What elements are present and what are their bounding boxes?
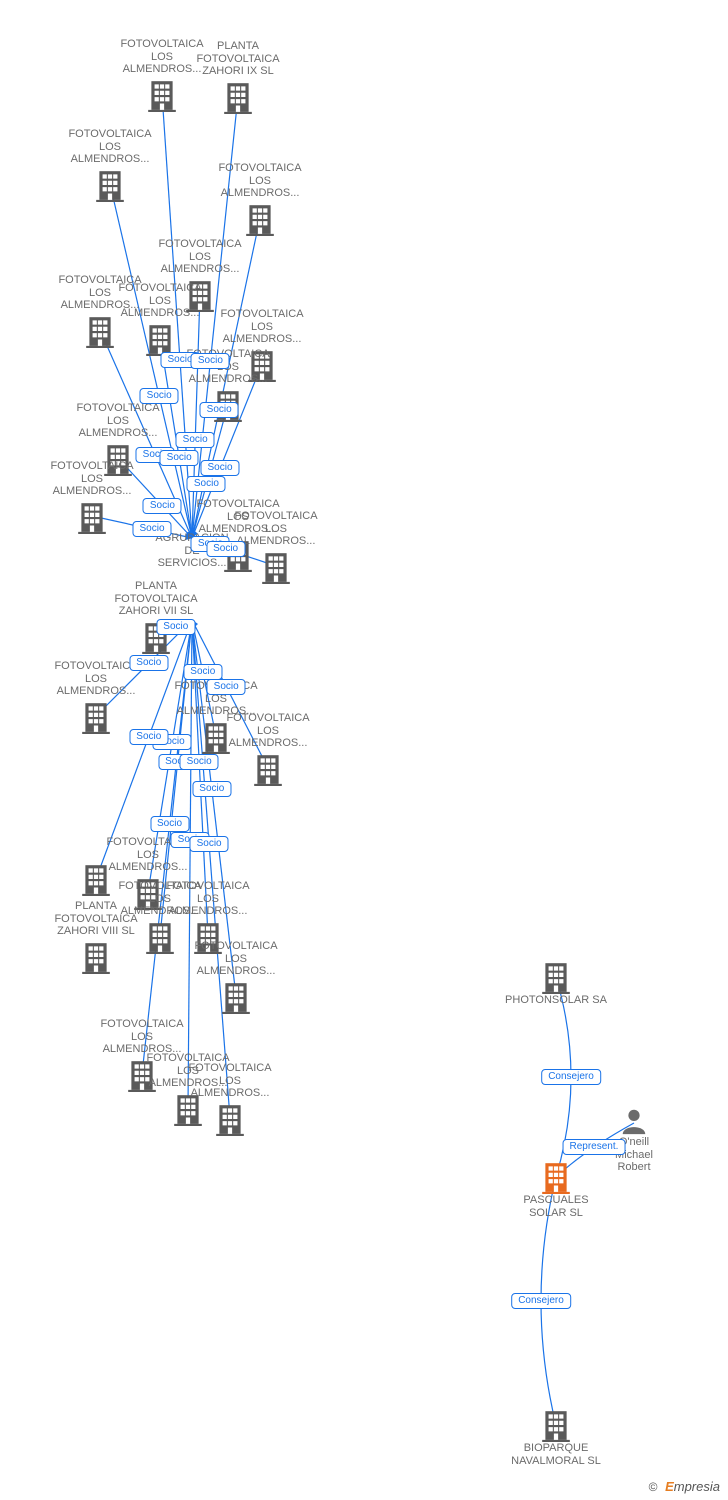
brand-rest: mpresia	[674, 1479, 720, 1494]
node-n22[interactable]: FOTOVOLTAICA LOS ALMENDROS...	[181, 940, 291, 1014]
building-icon	[243, 202, 277, 236]
node-label: FOTOVOLTAICA LOS ALMENDROS...	[207, 308, 317, 346]
node-label: PASCUALES SOLAR SL	[501, 1194, 611, 1219]
node-n25[interactable]: FOTOVOLTAICA LOS ALMENDROS...	[175, 1062, 285, 1136]
edge-label: Represent.	[562, 1139, 625, 1155]
edge-label: Socio	[187, 476, 226, 492]
copyright-symbol: ©	[649, 1480, 658, 1494]
edge-label: Socio	[129, 655, 168, 671]
building-icon	[221, 80, 255, 114]
edges-layer	[0, 0, 728, 1500]
edge-label: Consejero	[511, 1293, 571, 1309]
node-label: FOTOVOLTAICA LOS ALMENDROS...	[55, 128, 165, 166]
edge-label: Socio	[180, 754, 219, 770]
node-label: FOTOVOLTAICA LOS ALMENDROS...	[145, 238, 255, 276]
edge-label: Socio	[200, 402, 239, 418]
node-label: FOTOVOLTAICA LOS ALMENDROS...	[153, 880, 263, 918]
person-icon	[619, 1106, 649, 1136]
node-n21[interactable]: PLANTA FOTOVOLTAICA ZAHORI VIII SL	[41, 900, 151, 974]
building-icon	[251, 752, 285, 786]
building-icon	[75, 500, 109, 534]
edge-label: Socio	[129, 729, 168, 745]
edge-label: Socio	[150, 816, 189, 832]
building-icon	[145, 78, 179, 112]
edge-label: Consejero	[541, 1069, 601, 1085]
building-icon	[143, 322, 177, 356]
node-n2[interactable]: PLANTA FOTOVOLTAICA ZAHORI IX SL	[183, 40, 293, 114]
node-n14[interactable]: PLANTA FOTOVOLTAICA ZAHORI VII SL	[101, 580, 211, 654]
node-label: FOTOVOLTAICA LOS ALMENDROS...	[205, 162, 315, 200]
building-icon	[79, 862, 113, 896]
node-photon[interactable]: PHOTONSOLAR SA	[501, 960, 611, 1009]
node-n4[interactable]: FOTOVOLTAICA LOS ALMENDROS...	[205, 162, 315, 236]
edge-label: Socio	[192, 781, 231, 797]
node-label: PLANTA FOTOVOLTAICA ZAHORI IX SL	[183, 40, 293, 78]
edge-label: Socio	[200, 460, 239, 476]
node-label: FOTOVOLTAICA LOS ALMENDROS...	[181, 940, 291, 978]
node-label: BIOPARQUE NAVALMORAL SL	[501, 1442, 611, 1467]
node-label: FOTOVOLTAICA LOS ALMENDROS...	[37, 460, 147, 498]
building-icon	[79, 700, 113, 734]
node-n11[interactable]: FOTOVOLTAICA LOS ALMENDROS...	[37, 460, 147, 534]
building-icon	[213, 1102, 247, 1136]
edge-label: Socio	[191, 353, 230, 369]
edge-label: Socio	[143, 498, 182, 514]
edge-label: Socio	[132, 521, 171, 537]
building-icon	[539, 1160, 573, 1194]
node-bioparque[interactable]: BIOPARQUE NAVALMORAL SL	[501, 1408, 611, 1469]
edge-label: Socio	[207, 679, 246, 695]
node-label: FOTOVOLTAICA LOS ALMENDROS...	[213, 712, 323, 750]
building-icon	[79, 940, 113, 974]
building-icon	[539, 1408, 573, 1442]
node-n21b[interactable]	[41, 862, 151, 896]
diagram-canvas: AGRUPACION DE SERVICIOS...FOTOVOLTAICA L…	[0, 0, 728, 1500]
node-label: PHOTONSOLAR SA	[501, 994, 611, 1007]
building-icon	[93, 168, 127, 202]
node-label: FOTOVOLTAICA LOS ALMENDROS...	[63, 402, 173, 440]
edge-label: Socio	[160, 450, 199, 466]
node-label: PLANTA FOTOVOLTAICA ZAHORI VII SL	[101, 580, 211, 618]
edge-label: Socio	[176, 432, 215, 448]
building-icon	[219, 980, 253, 1014]
node-label: PLANTA FOTOVOLTAICA ZAHORI VIII SL	[41, 900, 151, 938]
building-icon	[259, 550, 293, 584]
watermark: © Empresia	[649, 1479, 720, 1494]
node-n7[interactable]: FOTOVOLTAICA LOS ALMENDROS...	[105, 282, 215, 356]
node-label: FOTOVOLTAICA LOS ALMENDROS...	[175, 1062, 285, 1100]
building-icon	[539, 960, 573, 994]
edge-label: Socio	[206, 541, 245, 557]
node-n3[interactable]: FOTOVOLTAICA LOS ALMENDROS...	[55, 128, 165, 202]
edge-label: Socio	[140, 388, 179, 404]
node-n17[interactable]: FOTOVOLTAICA LOS ALMENDROS...	[213, 712, 323, 786]
edge-label: Socio	[190, 836, 229, 852]
brand-first-letter: E	[665, 1479, 674, 1494]
edge-label: Socio	[156, 619, 195, 635]
node-label: FOTOVOLTAICA LOS ALMENDROS...	[105, 282, 215, 320]
node-label: FOTOVOLTAICA LOS ALMENDROS...	[87, 1018, 197, 1056]
